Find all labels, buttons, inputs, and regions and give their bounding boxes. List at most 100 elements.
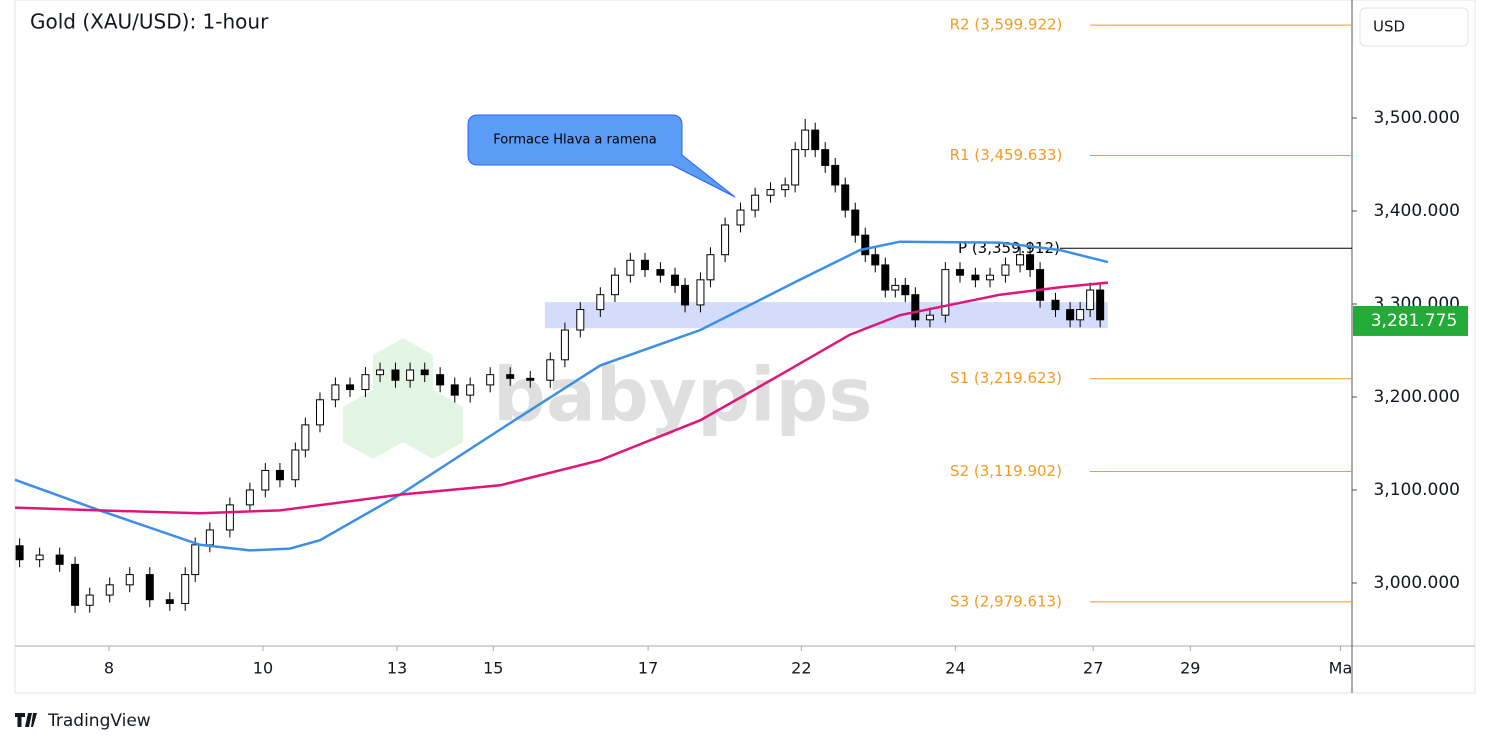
candle-body — [125, 574, 134, 586]
watermark: babypips — [493, 353, 872, 439]
x-tick-label: 27 — [1083, 659, 1103, 678]
candle-body — [801, 129, 810, 151]
pivot-label: R2 (3,599.922) — [950, 16, 1063, 34]
candle-body — [71, 563, 80, 606]
candle-body — [1001, 264, 1010, 276]
candle-body — [640, 259, 649, 271]
candle-body — [706, 254, 715, 281]
last-price-label: 3,281.775 — [1371, 311, 1458, 331]
moving-average — [14, 240, 1109, 552]
candle-body — [911, 294, 920, 321]
candle-body — [881, 264, 890, 291]
candle-body — [901, 284, 910, 296]
y-tick-label: 3,200.000 — [1373, 387, 1460, 407]
candle-body — [275, 469, 284, 481]
candle-body — [560, 329, 569, 361]
candle-body — [891, 284, 900, 291]
candle-body — [925, 314, 934, 321]
y-tick-label: 3,400.000 — [1373, 201, 1460, 221]
x-tick-label: 22 — [791, 659, 811, 678]
candle-body — [181, 574, 190, 604]
candle-body — [681, 284, 690, 306]
candle-body — [736, 209, 745, 226]
x-tick-label: 15 — [483, 659, 503, 678]
callout-text: Formace Hlava a ramena — [493, 133, 656, 148]
candle-body — [791, 149, 800, 186]
candle-body — [696, 279, 705, 306]
candle-body — [486, 374, 495, 386]
x-tick-label: 24 — [945, 659, 965, 678]
candle-body — [955, 269, 964, 276]
y-tick-label: 3,500.000 — [1373, 108, 1460, 128]
chart-title: Gold (XAU/USD): 1-hour — [30, 10, 269, 34]
candle-body — [436, 374, 445, 386]
candle-body — [986, 274, 995, 281]
candle-body — [391, 369, 400, 381]
support-zone — [544, 302, 1108, 329]
candle-body — [656, 269, 665, 276]
candle-body — [1076, 309, 1085, 321]
x-tick-label: Ma — [1329, 659, 1353, 678]
brand-logo — [15, 713, 37, 727]
candle-body — [291, 449, 300, 481]
candle-body — [1066, 309, 1075, 321]
last-price-box — [1353, 305, 1468, 336]
candle-body — [105, 584, 114, 596]
candle-body — [821, 149, 830, 166]
candle-body — [225, 504, 234, 531]
candle-body — [55, 554, 64, 565]
candle-body — [466, 384, 475, 396]
candle-body — [1096, 289, 1105, 321]
watermark-logo — [343, 338, 463, 459]
candle-body — [1051, 299, 1060, 311]
candle-body — [420, 369, 429, 376]
candle-body — [145, 574, 154, 601]
candle-body — [841, 184, 850, 211]
candle-body — [315, 399, 324, 426]
candle-body — [406, 369, 415, 381]
x-tick-label: 13 — [387, 659, 407, 678]
candle-body — [610, 274, 619, 296]
candle-body — [15, 545, 24, 561]
candle-body — [450, 384, 459, 396]
candle-body — [526, 377, 535, 381]
candle-body — [766, 189, 775, 196]
candle-body — [596, 294, 605, 311]
pivot-label: S1 (3,219.623) — [950, 369, 1062, 387]
moving-average — [14, 281, 1109, 515]
x-tick-label: 8 — [104, 659, 114, 678]
candle-body — [165, 599, 174, 604]
candle-body — [861, 234, 870, 256]
candle-body — [546, 359, 555, 381]
candle-body — [506, 374, 515, 379]
chart-frame — [14, 0, 1476, 694]
candle-body — [1026, 254, 1035, 271]
candle-body — [941, 269, 950, 316]
candle-body — [831, 164, 840, 186]
candle-body — [376, 369, 385, 376]
pivot-label: R1 (3,459.633) — [950, 146, 1063, 164]
currency: USD — [1373, 18, 1405, 36]
candle-body — [261, 469, 270, 491]
candle-body — [1016, 254, 1025, 266]
candle-body — [751, 194, 760, 211]
candle-body — [1036, 269, 1045, 301]
candle-body — [871, 254, 880, 266]
currency-box[interactable] — [1359, 7, 1469, 47]
candle-body — [781, 184, 790, 191]
candle-body — [811, 129, 820, 151]
pivot-label: S2 (3,119.902) — [950, 462, 1062, 480]
x-tick-label: 17 — [638, 659, 658, 678]
y-tick-label: 3,100.000 — [1373, 480, 1460, 500]
brand: TradingView — [47, 711, 151, 731]
candle-body — [361, 374, 370, 391]
candle-body — [191, 544, 200, 576]
y-tick-label: 3,000.000 — [1373, 573, 1460, 593]
candle-body — [35, 554, 44, 561]
pivot-label: S3 (2,979.613) — [950, 592, 1062, 610]
candle-body — [245, 489, 254, 506]
candle-body — [971, 274, 980, 281]
candle-body — [1086, 289, 1095, 311]
candle-body — [205, 529, 214, 546]
